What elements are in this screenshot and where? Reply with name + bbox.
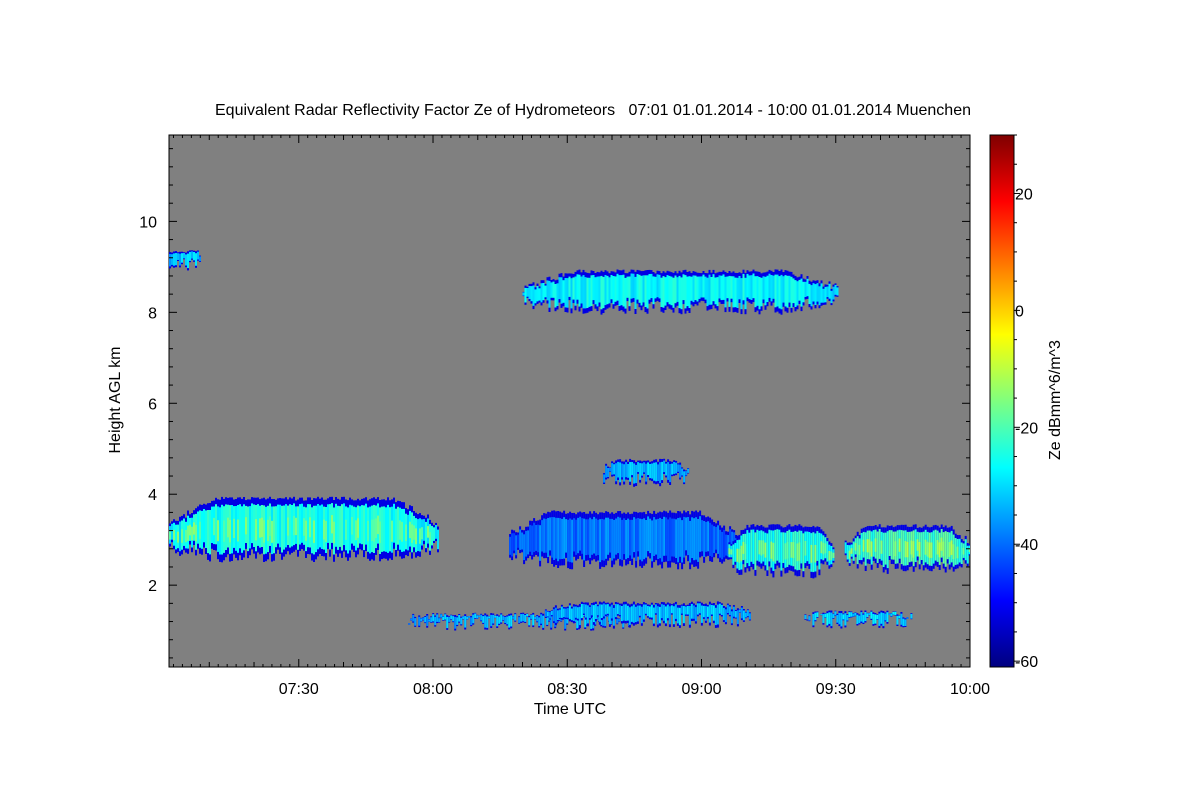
x-axis-label: Time UTC — [534, 701, 606, 718]
y-tick-label: 6 — [148, 396, 157, 413]
colorbar-label: Ze dBmm^6/m^3 — [1047, 340, 1064, 460]
chart-title: Equivalent Radar Reflectivity Factor Ze … — [215, 102, 971, 119]
echo-layer — [169, 250, 201, 271]
colorbar-tick-label: -60 — [1015, 654, 1038, 671]
x-tick-label: 07:30 — [279, 681, 319, 698]
echo-layer — [603, 458, 690, 487]
echo-layer — [844, 524, 970, 574]
plot-area — [168, 134, 971, 668]
x-tick-label: 08:30 — [547, 681, 587, 698]
colorbar-tick-label: -20 — [1015, 420, 1038, 437]
colorbar-tick-label: 0 — [1015, 303, 1024, 320]
colorbar-axis: 20 0 -20 -40 -60 — [1014, 134, 1038, 671]
y-tick-label: 2 — [148, 578, 157, 595]
y-axis: 2 4 6 8 10 — [139, 148, 970, 659]
echo-layer-group — [169, 250, 970, 631]
y-tick-label: 4 — [148, 487, 157, 504]
y-tick-label: 8 — [148, 305, 157, 322]
echo-layer — [804, 610, 913, 629]
colorbar-tick-label: 20 — [1015, 186, 1033, 203]
y-tick-label: 10 — [139, 214, 157, 231]
echo-layer — [544, 601, 751, 629]
y-axis-label: Height AGL km — [107, 346, 124, 453]
x-tick-label: 10:00 — [950, 681, 990, 698]
echo-layer — [522, 269, 839, 315]
x-tick-label: 09:00 — [681, 681, 721, 698]
colorbar-tick-label: -40 — [1015, 537, 1038, 554]
colorbar — [989, 134, 1015, 668]
echo-layer — [169, 496, 439, 563]
echo-layer — [509, 510, 740, 570]
x-tick-label: 09:30 — [816, 681, 856, 698]
echo-layer — [728, 524, 835, 579]
x-axis: 07:30 08:00 08:30 09:00 09:30 10:00 — [172, 135, 990, 698]
x-tick-label: 08:00 — [413, 681, 453, 698]
